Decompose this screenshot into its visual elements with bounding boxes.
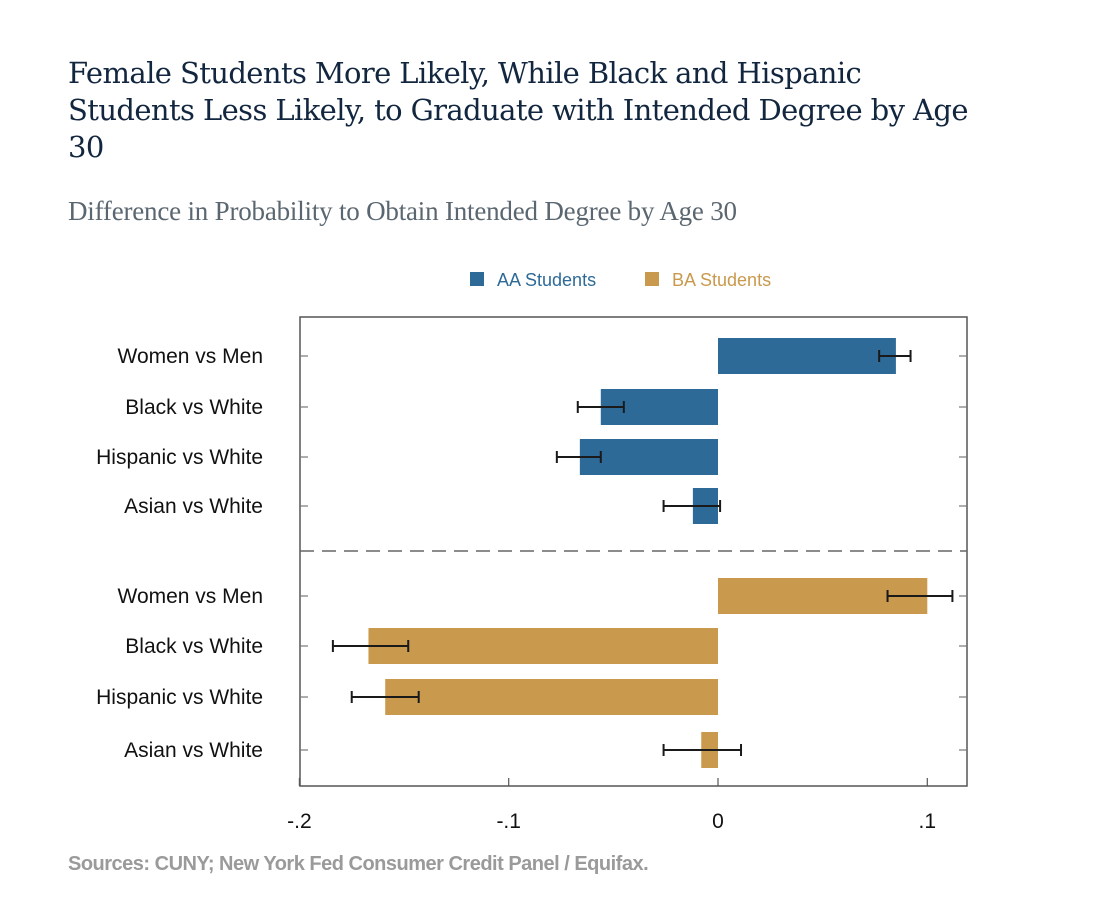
bar xyxy=(579,439,718,475)
x-tick-label: .1 xyxy=(919,810,937,833)
x-tick-label: 0 xyxy=(712,810,724,833)
bar xyxy=(368,628,718,664)
category-label: Black vs White xyxy=(125,396,263,419)
category-label: Asian vs White xyxy=(124,739,263,762)
series-aa-students: Women vs Men Black vs White Hispanic vs Wh… xyxy=(96,338,967,524)
x-tick-label: -.2 xyxy=(287,810,312,833)
category-label: Hispanic vs White xyxy=(96,446,263,469)
category-label: Black vs White xyxy=(125,635,263,658)
bar xyxy=(718,338,896,374)
x-tick-label: -.1 xyxy=(496,810,521,833)
category-label: Women vs Men xyxy=(118,585,264,608)
category-label: Hispanic vs White xyxy=(96,686,263,709)
legend-swatch xyxy=(470,272,484,286)
series-ba-students: Women vs Men Black vs White Hispanic vs Wh… xyxy=(96,578,967,768)
legend-label: BA Students xyxy=(672,270,771,290)
category-label: Women vs Men xyxy=(118,345,264,368)
chart-subtitle: Difference in Probability to Obtain Inte… xyxy=(68,196,737,226)
chart-title: Female Students More Likely, While Black… xyxy=(68,56,968,164)
source-note: Sources: CUNY; New York Fed Consumer Cre… xyxy=(68,853,649,875)
legend-label: AA Students xyxy=(497,270,596,290)
category-label: Asian vs White xyxy=(124,495,263,518)
legend-swatch xyxy=(645,272,659,286)
bar xyxy=(385,679,718,715)
